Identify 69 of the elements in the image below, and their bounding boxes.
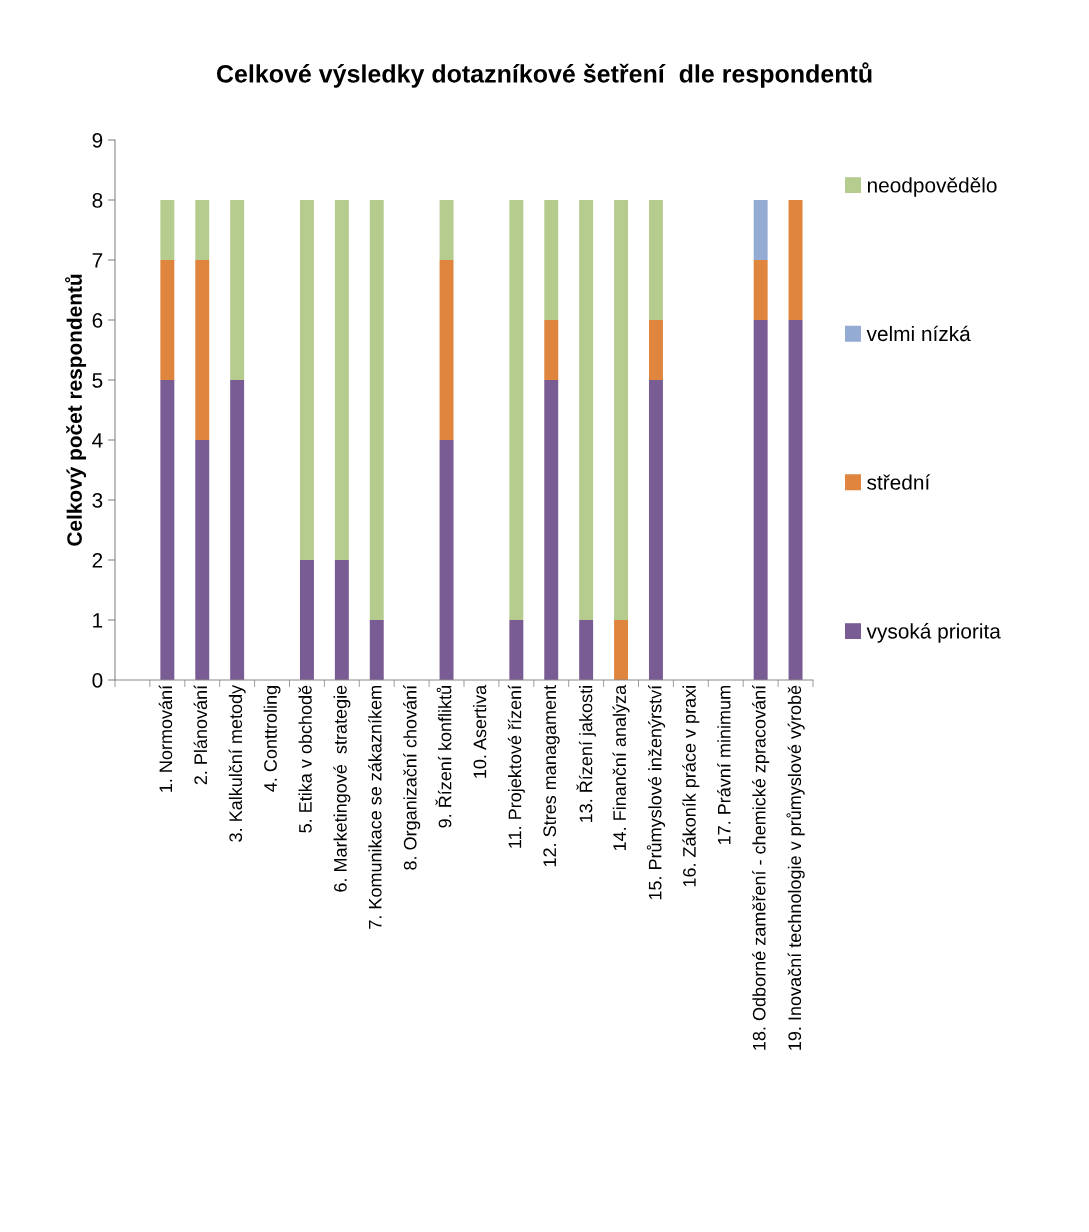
bar [299, 560, 314, 680]
x-tick-label: 6. Marketingové strategie [333, 685, 351, 892]
bar [614, 200, 629, 620]
x-tick-label: 3. Kalkulční metody [228, 684, 246, 842]
x-tick-label: 10. Asertiva [473, 684, 487, 778]
y-tick-label: 3 [92, 493, 103, 508]
x-tick-label: 18. Odborné zaměření - chemické zpracování [752, 684, 770, 1050]
x-tick-label: 13. Řízení jakosti [576, 686, 596, 822]
bar [160, 380, 175, 680]
x-tick-label: 2. Plánování [193, 684, 208, 785]
bar [614, 620, 629, 680]
bar [579, 620, 594, 680]
bar [648, 380, 663, 680]
legend-label: vysoká priorita [866, 623, 1001, 643]
bar [299, 200, 314, 560]
y-tick-label: 9 [92, 133, 103, 148]
legend-label: střední [867, 474, 931, 490]
bar [648, 200, 663, 320]
bar [753, 260, 768, 320]
x-tick-label: 14. Finanční analýza [612, 684, 630, 851]
bar [788, 320, 803, 680]
bar [195, 440, 210, 680]
y-axis-title: Celkový počet respondentů [65, 274, 87, 546]
y-tick-label: 1 [93, 613, 103, 628]
bar [439, 440, 454, 680]
bar [160, 200, 175, 260]
x-tick-label: 4. Conttroling [263, 686, 281, 792]
bar [579, 200, 594, 620]
bar [439, 260, 454, 440]
bar [509, 200, 524, 620]
x-tick-label: 11. Projektové řízení [507, 684, 525, 848]
y-tick-label: 2 [92, 553, 103, 568]
x-tick-label: 16. Zákoník práce v praxi [682, 686, 700, 887]
bar [544, 380, 559, 680]
bar [160, 260, 175, 380]
bar [195, 200, 210, 260]
legend-label: velmi nízká [866, 325, 971, 342]
bar [369, 620, 384, 680]
chart-title: Celkové výsledky dotazníkové šetření dle respondentů [216, 62, 872, 88]
x-tick-label: 8. Organizační chování [403, 684, 421, 870]
x-tick-label: 7. Komunikace se zákazníkem [368, 686, 382, 929]
bar [230, 200, 245, 380]
bar [509, 620, 524, 680]
x-tick-label: 1. Normování [158, 684, 173, 792]
x-tick-label: 12. Stres managament [543, 684, 560, 867]
x-tick-label: 9. Řízení konfliktů [435, 686, 452, 828]
x-tick-label: 19. Inovační technologie v průmyslové výrobě [786, 685, 805, 1050]
y-tick-label: 8 [92, 193, 103, 208]
y-tick-label: 5 [92, 373, 103, 388]
bar [334, 200, 349, 560]
bar [334, 560, 349, 680]
bar [753, 320, 768, 680]
y-tick-label: 4 [92, 433, 103, 448]
bar [439, 200, 454, 260]
bar [195, 260, 210, 440]
x-tick-label: 17. Právní minimum [717, 686, 731, 845]
y-tick-label: 0 [92, 673, 103, 688]
bar [648, 320, 663, 380]
bar [544, 320, 559, 380]
bar [369, 200, 384, 620]
y-tick-label: 7 [92, 253, 103, 268]
bar [230, 380, 245, 680]
x-tick-label: 15. Průmyslové inženýrství [646, 684, 666, 900]
y-tick-label: 6 [92, 313, 103, 328]
legend-label: neodpovědělo [867, 177, 997, 197]
bar [753, 200, 768, 260]
x-tick-label: 5. Etika v obchodě [298, 685, 312, 833]
bar [788, 200, 803, 320]
bar [544, 200, 559, 320]
